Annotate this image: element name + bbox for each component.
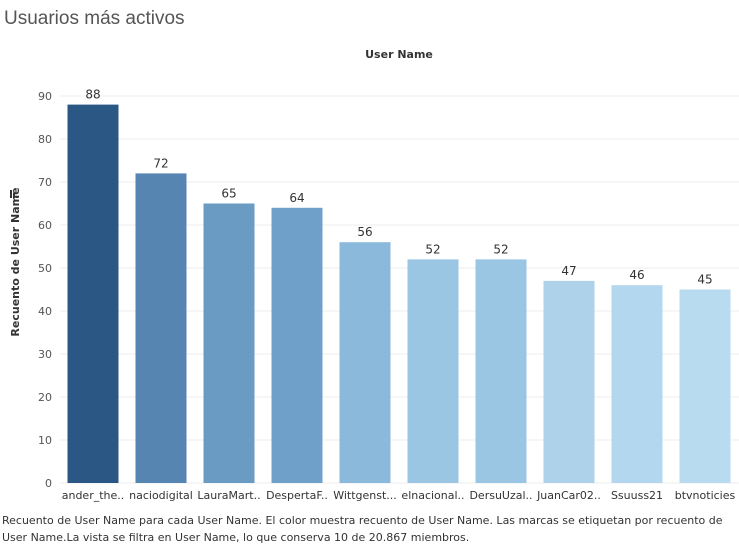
x-tick-label: Wittgenst... (333, 489, 397, 502)
y-tick-label: 10 (38, 434, 52, 447)
y-axis: 0 10 20 30 40 50 60 70 80 90 (38, 90, 52, 490)
x-tick-label: naciodigital (129, 489, 193, 502)
x-tick-label: LauraMart.. (197, 489, 260, 502)
bar-value-label: 46 (629, 268, 644, 282)
bar-value-label: 45 (697, 273, 712, 287)
bars (67, 104, 731, 484)
chart-caption: Recuento de User Name para cada User Nam… (2, 514, 723, 544)
sort-icon[interactable] (10, 190, 18, 198)
y-tick-label: 50 (38, 262, 52, 275)
bar[interactable] (543, 280, 595, 483)
bar-value-label: 56 (357, 225, 372, 239)
y-tick-label: 0 (45, 477, 52, 490)
page-title: Usuarios más activos (4, 8, 185, 29)
y-tick-label: 40 (38, 305, 52, 318)
bar-value-label: 65 (221, 187, 236, 201)
bar-chart: User Name Recuento de User Name 0 10 20 30 4… (9, 48, 739, 502)
y-tick-label: 20 (38, 391, 52, 404)
x-tick-label: btvnoticies (675, 489, 736, 502)
bar-value-label: 88 (85, 88, 100, 102)
bar-value-label: 47 (561, 264, 576, 278)
x-tick-label: JuanCar02.. (536, 489, 601, 502)
x-tick-label: Ssuuss21 (611, 489, 663, 502)
bar[interactable] (475, 259, 527, 483)
bar-value-label: 64 (289, 191, 304, 205)
bar[interactable] (611, 285, 663, 483)
bar[interactable] (271, 207, 323, 484)
x-tick-label: ander_the.. (62, 489, 125, 502)
bar[interactable] (67, 104, 119, 483)
y-tick-label: 70 (38, 176, 52, 189)
y-tick-label: 90 (38, 90, 52, 103)
x-axis: ander_the.. naciodigital LauraMart.. Desper… (62, 489, 736, 502)
y-tick-label: 80 (38, 133, 52, 146)
bar[interactable] (135, 173, 187, 483)
bar[interactable] (339, 242, 391, 483)
x-tick-label: DersuUzal.. (469, 489, 532, 502)
data-labels: 88 72 65 64 56 52 52 47 46 45 (85, 88, 712, 287)
bar[interactable] (203, 203, 255, 484)
bar[interactable] (679, 289, 731, 484)
bar-value-label: 52 (425, 242, 440, 256)
y-axis-label: Recuento de User Name (9, 187, 22, 336)
x-tick-label: elnacional.. (401, 489, 464, 502)
bar[interactable] (407, 259, 459, 483)
y-tick-label: 60 (38, 219, 52, 232)
x-tick-label: DespertaF.. (266, 489, 328, 502)
bar-value-label: 52 (493, 242, 508, 256)
bar-value-label: 72 (153, 156, 168, 170)
chart-title: User Name (365, 48, 433, 61)
y-tick-label: 30 (38, 348, 52, 361)
